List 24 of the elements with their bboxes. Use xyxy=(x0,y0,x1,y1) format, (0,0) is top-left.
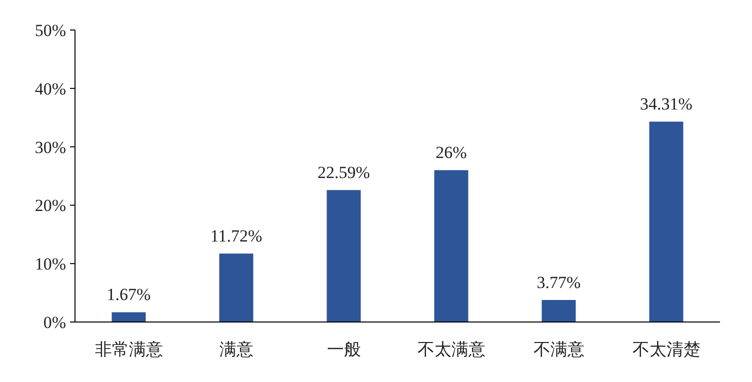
x-tick-label: 非常满意 xyxy=(94,340,163,360)
x-tick-label: 不太满意 xyxy=(417,340,486,360)
y-tick-label: 10% xyxy=(34,254,66,274)
data-label: 34.31% xyxy=(640,94,692,114)
y-tick-label: 20% xyxy=(34,196,66,216)
data-label: 3.77% xyxy=(536,272,581,292)
x-tick-label: 不满意 xyxy=(533,340,584,360)
bar xyxy=(112,312,146,322)
x-tick-label: 不太清楚 xyxy=(632,340,700,360)
data-label: 11.72% xyxy=(210,226,262,246)
bar xyxy=(542,300,576,322)
y-tick-label: 50% xyxy=(34,21,66,40)
y-tick-label: 40% xyxy=(34,79,66,98)
x-tick-label: 一般 xyxy=(326,340,361,360)
bar xyxy=(649,122,684,322)
bar xyxy=(326,190,361,322)
y-tick-label: 30% xyxy=(34,138,66,157)
bar xyxy=(434,170,468,322)
data-label: 22.59% xyxy=(318,163,370,182)
bar xyxy=(219,254,254,322)
data-label: 1.67% xyxy=(106,285,151,304)
x-tick-label: 满意 xyxy=(219,340,254,360)
data-label: 26% xyxy=(436,143,467,162)
y-tick-label: 0% xyxy=(43,313,66,332)
